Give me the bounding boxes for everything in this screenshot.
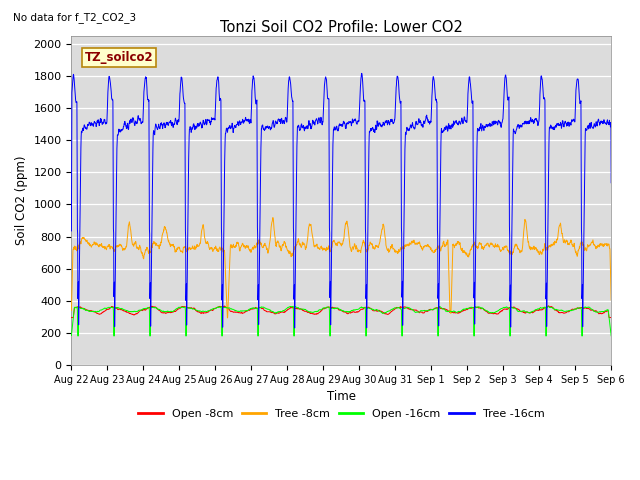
Legend: Open -8cm, Tree -8cm, Open -16cm, Tree -16cm: Open -8cm, Tree -8cm, Open -16cm, Tree -… (134, 405, 549, 423)
Text: TZ_soilco2: TZ_soilco2 (85, 51, 154, 64)
Text: No data for f_T2_CO2_3: No data for f_T2_CO2_3 (13, 12, 136, 23)
Title: Tonzi Soil CO2 Profile: Lower CO2: Tonzi Soil CO2 Profile: Lower CO2 (220, 20, 463, 35)
X-axis label: Time: Time (327, 390, 356, 403)
Y-axis label: Soil CO2 (ppm): Soil CO2 (ppm) (15, 156, 28, 245)
